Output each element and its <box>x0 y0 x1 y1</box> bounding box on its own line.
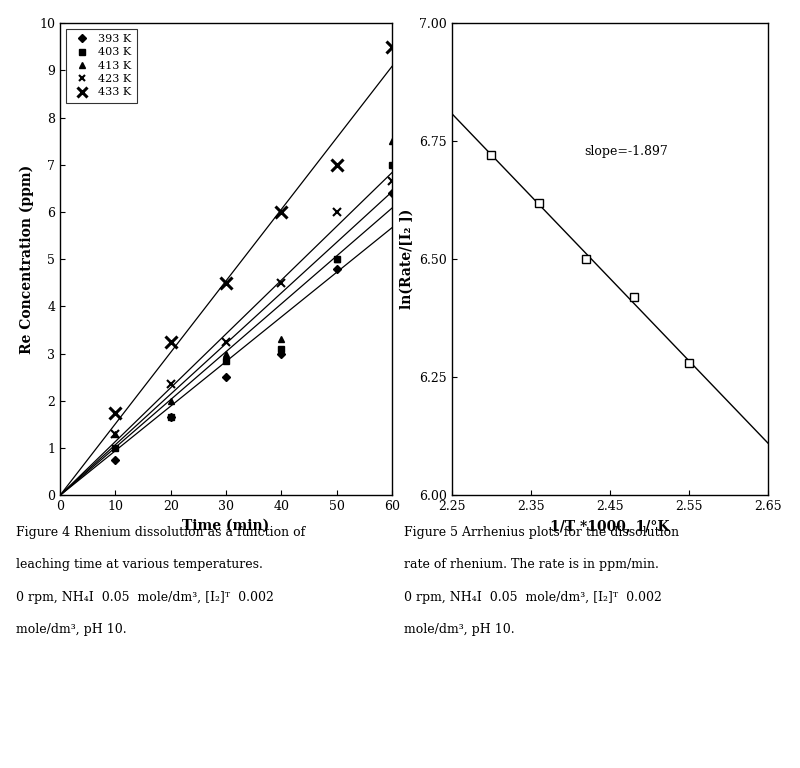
Text: 0 rpm, NH₄I  0.05  mole/dm³, [I₂]ᵀ  0.002: 0 rpm, NH₄I 0.05 mole/dm³, [I₂]ᵀ 0.002 <box>404 591 662 604</box>
X-axis label: Time (min): Time (min) <box>182 518 270 533</box>
Text: mole/dm³, pH 10.: mole/dm³, pH 10. <box>404 623 514 636</box>
Text: mole/dm³, pH 10.: mole/dm³, pH 10. <box>16 623 126 636</box>
Text: Figure 5 Arrhenius plots for the dissolution: Figure 5 Arrhenius plots for the dissolu… <box>404 526 679 539</box>
Text: leaching time at various temperatures.: leaching time at various temperatures. <box>16 558 263 571</box>
Text: slope=-1.897: slope=-1.897 <box>585 145 669 158</box>
Y-axis label: Re Concentration (ppm): Re Concentration (ppm) <box>19 164 34 354</box>
Legend: 393 K, 403 K, 413 K, 423 K, 433 K: 393 K, 403 K, 413 K, 423 K, 433 K <box>66 28 137 103</box>
Y-axis label: ln(Rate/[I₂ ]): ln(Rate/[I₂ ]) <box>400 209 414 310</box>
Text: 0 rpm, NH₄I  0.05  mole/dm³, [I₂]ᵀ  0.002: 0 rpm, NH₄I 0.05 mole/dm³, [I₂]ᵀ 0.002 <box>16 591 274 604</box>
X-axis label: 1/T *1000, 1/°K: 1/T *1000, 1/°K <box>550 518 670 533</box>
Text: Figure 4 Rhenium dissolution as a function of: Figure 4 Rhenium dissolution as a functi… <box>16 526 306 539</box>
Text: rate of rhenium. The rate is in ppm/min.: rate of rhenium. The rate is in ppm/min. <box>404 558 659 571</box>
